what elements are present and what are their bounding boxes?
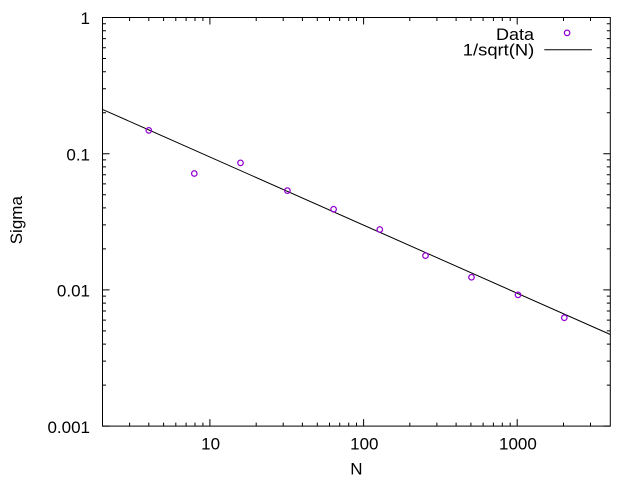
- svg-text:1: 1: [81, 9, 90, 28]
- svg-text:1000: 1000: [499, 435, 537, 454]
- svg-text:10: 10: [201, 435, 220, 454]
- svg-text:0.01: 0.01: [57, 282, 90, 301]
- svg-text:0.001: 0.001: [47, 418, 90, 437]
- svg-text:N: N: [350, 460, 362, 479]
- svg-text:1/sqrt(N): 1/sqrt(N): [463, 41, 535, 60]
- svg-text:100: 100: [350, 435, 378, 454]
- svg-text:Data: Data: [496, 25, 535, 44]
- svg-text:0.1: 0.1: [66, 145, 90, 164]
- svg-text:Sigma: Sigma: [7, 196, 26, 245]
